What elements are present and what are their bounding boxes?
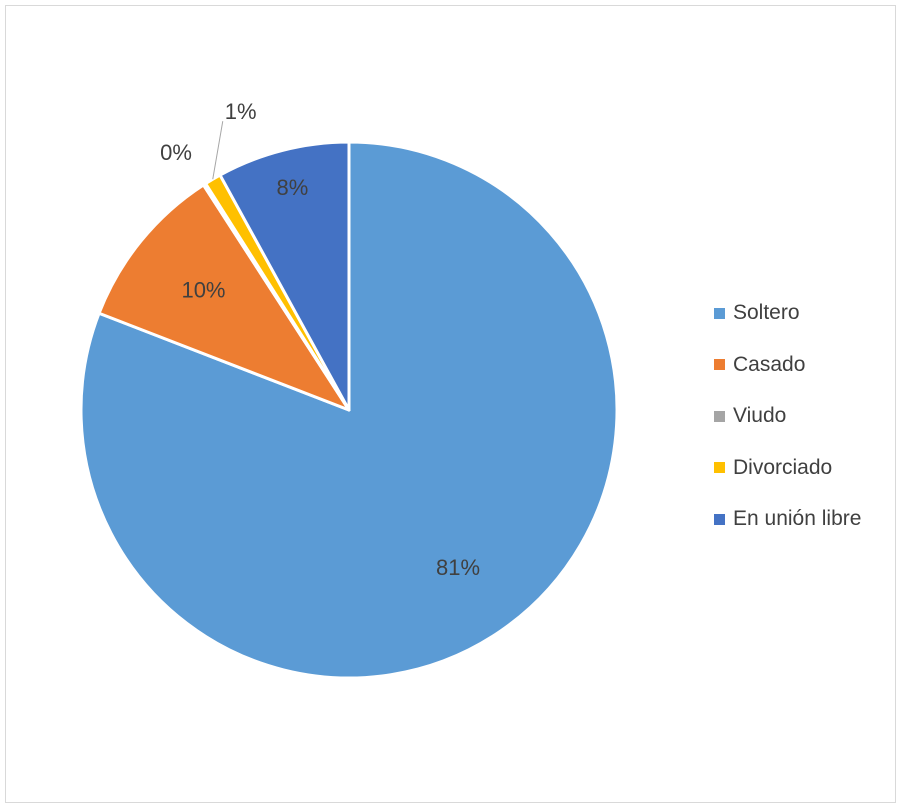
legend: Soltero Casado Viudo Divorciado En unión… (714, 300, 861, 558)
legend-item-en-union-libre: En unión libre (714, 506, 861, 532)
data-label-soltero: 81% (436, 555, 480, 580)
legend-label-soltero: Soltero (733, 301, 800, 324)
legend-swatch-casado (714, 359, 725, 370)
legend-swatch-en-union-libre (714, 513, 725, 525)
pie-chart: 81% 10% 0% 1% 8% (79, 99, 619, 680)
legend-label-viudo: Viudo (733, 404, 787, 427)
legend-label-en-union-libre: En unión libre (733, 507, 862, 530)
pie-slice-casado (97, 183, 351, 412)
legend-item-viudo: Viudo (714, 403, 861, 429)
legend-item-divorciado: Divorciado (714, 455, 861, 481)
pie-slice-en-union-libre (218, 140, 351, 412)
legend-swatch-viudo (714, 410, 725, 422)
legend-swatch-divorciado (714, 462, 725, 473)
leader-line-divorciado (212, 121, 224, 180)
legend-item-casado: Casado (714, 352, 861, 378)
data-label-divorciado: 1% (225, 99, 257, 124)
data-label-casado: 10% (181, 277, 225, 302)
chart-area: 81% 10% 0% 1% 8% Soltero Casado Viudo Divorc… (5, 5, 896, 803)
legend-label-casado: Casado (733, 352, 806, 376)
legend-item-soltero: Soltero (714, 300, 861, 326)
data-label-viudo: 0% (160, 140, 192, 165)
legend-label-divorciado: Divorciado (733, 455, 833, 479)
data-label-en-union-libre: 8% (277, 175, 309, 200)
legend-swatch-soltero (714, 307, 725, 319)
